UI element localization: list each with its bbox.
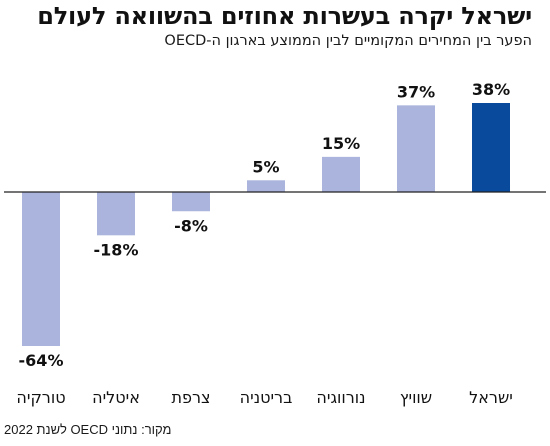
category-labels-group: ישראל שוויץ נורווגיה בריטניה צרפת איטליה טורקי… [16, 388, 512, 407]
value-label-2: 37% [397, 82, 435, 101]
category-label-2: שוויץ [400, 388, 432, 407]
value-label-7: -64% [19, 351, 64, 370]
bar-7 [22, 192, 60, 346]
value-labels-group: 38% 37% 15% 5% -8% -18% -64% [19, 80, 511, 370]
value-label-6: -18% [94, 240, 139, 259]
category-label-4: בריטניה [240, 388, 293, 407]
bars-group [22, 103, 510, 346]
category-label-1: ישראל [469, 388, 513, 407]
value-label-5: -8% [174, 216, 208, 235]
bar-2 [397, 105, 435, 192]
bar-5 [172, 192, 210, 212]
category-label-5: צרפת [171, 388, 210, 407]
bar-4 [247, 180, 285, 192]
chart-title: ישראל יקרה בעשרות אחוזים בהשוואה לעולם [37, 2, 532, 30]
chart-subtitle: הפער בין המחירים המקומיים לבין הממוצע בא… [164, 33, 532, 49]
bar-1 [472, 103, 510, 192]
bar-3 [322, 156, 360, 192]
category-label-3: נורווגיה [316, 388, 365, 407]
value-label-3: 15% [322, 134, 360, 153]
value-label-1: 38% [472, 80, 510, 99]
value-label-4: 5% [252, 157, 279, 176]
category-label-7: טורקיה [16, 388, 65, 407]
bar-6 [97, 192, 135, 236]
source-note: מקור: נתוני OECD לשנת 2022 [4, 422, 172, 437]
category-label-6: איטליה [92, 388, 140, 407]
